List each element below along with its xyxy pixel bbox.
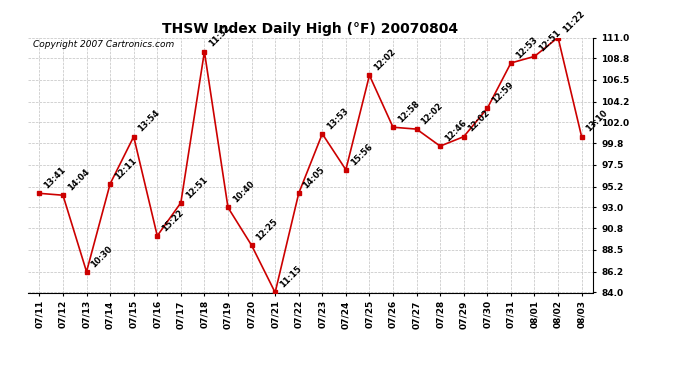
Text: 15:56: 15:56	[348, 142, 374, 167]
Text: 10:40: 10:40	[230, 180, 256, 205]
Text: 14:04: 14:04	[66, 167, 91, 192]
Text: 13:10: 13:10	[584, 109, 609, 134]
Text: 12:51: 12:51	[538, 28, 562, 54]
Text: 12:02: 12:02	[466, 109, 492, 134]
Text: 12:02: 12:02	[372, 47, 397, 72]
Text: 12:25: 12:25	[255, 217, 279, 243]
Text: Copyright 2007 Cartronics.com: Copyright 2007 Cartronics.com	[33, 40, 175, 49]
Text: 13:53: 13:53	[325, 106, 351, 131]
Text: 11:32: 11:32	[207, 24, 233, 49]
Title: THSW Index Daily High (°F) 20070804: THSW Index Daily High (°F) 20070804	[162, 22, 459, 36]
Text: 15:22: 15:22	[160, 208, 186, 233]
Text: 12:58: 12:58	[396, 99, 421, 124]
Text: 13:41: 13:41	[42, 165, 68, 190]
Text: 11:22: 11:22	[561, 9, 586, 35]
Text: 10:30: 10:30	[89, 244, 115, 269]
Text: 12:53: 12:53	[513, 35, 539, 60]
Text: 12:02: 12:02	[420, 101, 444, 126]
Text: 13:54: 13:54	[137, 109, 161, 134]
Text: 12:11: 12:11	[113, 156, 138, 181]
Text: 12:59: 12:59	[490, 80, 515, 105]
Text: 12:46: 12:46	[443, 118, 469, 143]
Text: 12:51: 12:51	[184, 175, 209, 200]
Text: 11:15: 11:15	[278, 264, 304, 290]
Text: 14:05: 14:05	[302, 165, 327, 190]
